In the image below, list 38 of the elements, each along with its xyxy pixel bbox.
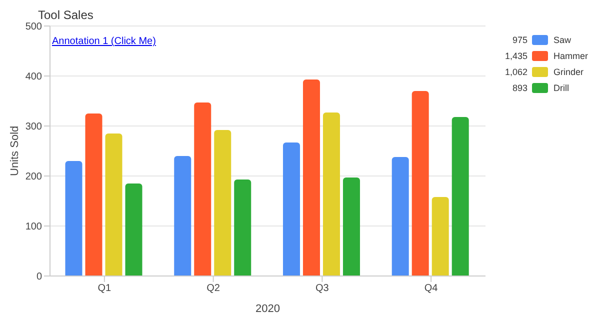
text: 1,435 <box>504 51 528 61</box>
x-tick-label: Q1 <box>98 283 112 294</box>
y-axis-title: Units Sold <box>8 126 21 176</box>
bar <box>412 91 429 276</box>
bar <box>342 178 360 276</box>
bar <box>302 80 320 276</box>
bar <box>174 156 192 276</box>
x-tick-label: Q4 <box>424 283 438 294</box>
legend-label: Hammer <box>553 51 588 61</box>
y-tick-label: 500 <box>25 22 42 33</box>
y-tick-label: 0 <box>36 272 42 283</box>
bar <box>125 184 142 276</box>
chart-title: Tool Sales <box>38 8 94 22</box>
y-tick-label: 200 <box>25 172 42 183</box>
legend-label: Grinder <box>553 67 584 77</box>
bar <box>105 134 122 276</box>
y-tick-label: 100 <box>25 222 42 233</box>
x-tick-label: Q3 <box>316 283 330 294</box>
y-tick-label: 300 <box>25 122 42 133</box>
text: 1,062 <box>504 67 528 77</box>
bar <box>234 180 252 276</box>
bar <box>194 102 212 276</box>
bar <box>214 130 232 276</box>
legend-label: Drill <box>553 83 569 93</box>
x-tick-label: Q2 <box>206 283 220 294</box>
bar <box>65 161 82 276</box>
bar <box>322 112 340 276</box>
bar <box>452 117 469 276</box>
bar <box>392 157 409 276</box>
x-axis-title: 2020 <box>256 303 280 315</box>
y-tick-label: 400 <box>25 72 42 83</box>
text: 975 <box>511 35 528 45</box>
legend-label: Saw <box>553 35 571 45</box>
annotation: Annotation 1 (Click Me) <box>52 36 156 47</box>
text: 893 <box>511 83 528 93</box>
bar <box>432 197 449 276</box>
bar <box>282 142 300 276</box>
bar <box>85 114 102 276</box>
